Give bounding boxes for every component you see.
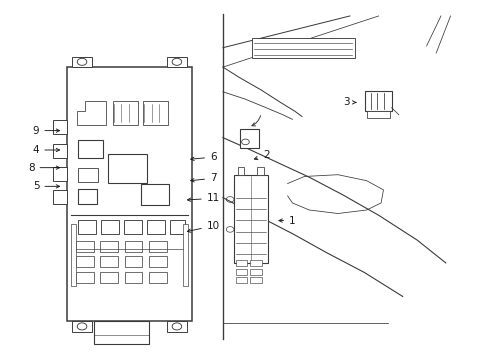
Bar (239, 129, 258, 148)
Bar (237, 167, 244, 175)
Text: 9: 9 (33, 126, 60, 136)
Bar (112, 101, 137, 125)
Text: 5: 5 (33, 181, 60, 192)
Bar (166, 57, 186, 67)
Bar (93, 321, 148, 344)
Text: 7: 7 (190, 173, 216, 183)
Bar (53, 120, 67, 134)
Bar (256, 167, 263, 175)
Bar (100, 241, 118, 252)
Bar (166, 321, 186, 332)
Bar (365, 91, 391, 111)
Bar (53, 167, 67, 181)
Bar (78, 140, 102, 158)
Bar (149, 241, 166, 252)
Text: 4: 4 (33, 145, 60, 155)
Bar (76, 272, 93, 283)
Text: 8: 8 (28, 163, 60, 173)
Bar (235, 277, 247, 283)
Bar (72, 321, 92, 332)
Bar (76, 256, 93, 267)
Bar (72, 57, 92, 67)
Text: 6: 6 (190, 152, 216, 162)
Bar (142, 101, 167, 125)
Polygon shape (77, 101, 85, 111)
Bar (149, 256, 166, 267)
Bar (78, 220, 96, 234)
Text: 3: 3 (343, 98, 355, 107)
Bar (76, 241, 93, 252)
Bar (108, 154, 147, 183)
Bar (78, 168, 98, 182)
Bar (78, 189, 97, 204)
Text: 1: 1 (278, 216, 295, 226)
Bar (71, 224, 76, 286)
Bar (235, 260, 247, 266)
Bar (169, 220, 184, 234)
Bar (124, 272, 142, 283)
Bar (100, 256, 118, 267)
Bar (53, 144, 67, 158)
Bar (146, 220, 164, 234)
Bar (53, 190, 67, 204)
Bar (250, 277, 261, 283)
Bar (149, 272, 166, 283)
Bar (100, 272, 118, 283)
Bar (123, 220, 142, 234)
Bar (250, 260, 261, 266)
Bar (233, 175, 268, 263)
Bar (183, 224, 187, 286)
Text: 10: 10 (187, 221, 220, 232)
Bar (124, 241, 142, 252)
Text: 2: 2 (254, 150, 269, 160)
Bar (67, 67, 191, 321)
Bar (124, 256, 142, 267)
Bar (235, 269, 247, 275)
Bar (101, 220, 119, 234)
Bar (77, 101, 105, 125)
Bar (251, 38, 354, 58)
Bar (141, 184, 169, 205)
Text: 11: 11 (187, 193, 220, 203)
Bar (250, 269, 261, 275)
Bar (366, 111, 389, 118)
